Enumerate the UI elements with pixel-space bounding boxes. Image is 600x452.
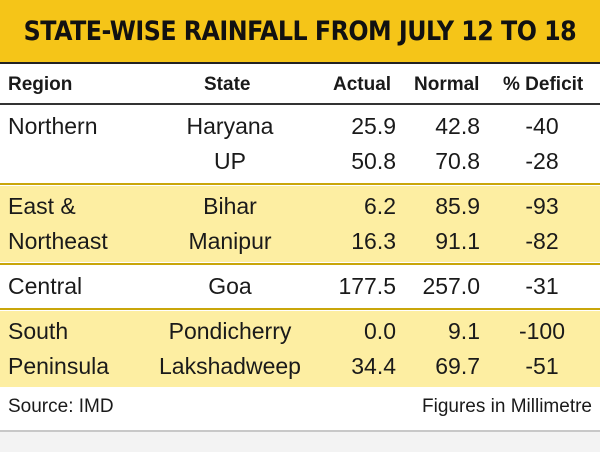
region-label: East &	[8, 193, 76, 219]
header-divider	[0, 103, 600, 105]
group-band	[0, 186, 600, 262]
region-label: South	[8, 318, 69, 344]
actual-cell: 0.0	[364, 318, 396, 344]
deficit-cell: -93	[525, 193, 559, 219]
actual-cell: 177.5	[338, 273, 396, 299]
actual-cell: 6.2	[364, 193, 396, 219]
state-cell: Goa	[208, 273, 252, 299]
normal-cell: 257.0	[422, 273, 480, 299]
normal-cell: 69.7	[435, 353, 480, 379]
group-divider	[0, 183, 600, 185]
state-cell: Haryana	[186, 113, 274, 139]
column-header-actual: Actual	[333, 74, 392, 95]
column-header-deficit: % Deficit	[503, 74, 584, 95]
column-header-normal: Normal	[414, 74, 480, 95]
column-header-region: Region	[8, 74, 73, 95]
normal-cell: 85.9	[435, 193, 480, 219]
state-cell: UP	[214, 148, 246, 174]
normal-cell: 9.1	[448, 318, 480, 344]
table-footer: Source: IMD Figures in Millimetre	[0, 394, 600, 424]
units-note: Figures in Millimetre	[422, 396, 592, 417]
normal-cell: 91.1	[435, 228, 480, 254]
region-label: Northern	[8, 113, 98, 139]
state-cell: Pondicherry	[168, 318, 292, 344]
bottom-strip	[0, 430, 600, 452]
state-cell: Manipur	[188, 228, 272, 254]
actual-cell: 16.3	[351, 228, 396, 254]
deficit-cell: -51	[525, 353, 559, 379]
table-title: STATE-WISE RAINFALL FROM JULY 12 TO 18	[23, 15, 577, 47]
group-divider	[0, 308, 600, 310]
group-band	[0, 311, 600, 387]
title-bar: STATE-WISE RAINFALL FROM JULY 12 TO 18	[0, 0, 600, 64]
source-note: Source: IMD	[8, 396, 114, 417]
deficit-cell: -28	[525, 148, 559, 174]
actual-cell: 34.4	[351, 353, 396, 379]
column-header-state: State	[204, 74, 251, 95]
region-label: Northeast	[8, 228, 108, 254]
state-cell: Bihar	[203, 193, 257, 219]
deficit-cell: -100	[518, 318, 566, 344]
column-header-row: Region State Actual Normal % Deficit	[0, 66, 600, 102]
deficit-cell: -82	[525, 228, 559, 254]
region-label: Peninsula	[8, 353, 110, 379]
actual-cell: 50.8	[351, 148, 396, 174]
deficit-cell: -31	[525, 273, 559, 299]
normal-cell: 42.8	[435, 113, 480, 139]
actual-cell: 25.9	[351, 113, 396, 139]
normal-cell: 70.8	[435, 148, 480, 174]
state-cell: Lakshadweep	[159, 353, 301, 379]
deficit-cell: -40	[525, 113, 559, 139]
group-divider	[0, 263, 600, 265]
region-label: Central	[8, 273, 83, 299]
